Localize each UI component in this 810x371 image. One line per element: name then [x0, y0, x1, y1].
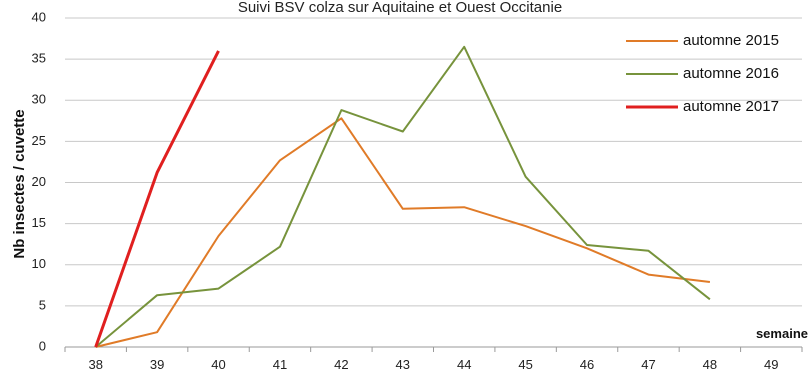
series-lines: [94, 45, 711, 348]
axes: [64, 346, 803, 352]
legend-label: automne 2016: [683, 65, 779, 82]
y-tick-label: 30: [32, 92, 46, 107]
y-tick-labels: 0 5 10 15 20 25 30 35 40: [32, 9, 46, 353]
y-tick-label: 25: [32, 133, 46, 148]
series-line: [94, 50, 220, 348]
gridlines: [65, 17, 802, 307]
y-axis-label: Nb insectes / cuvette: [11, 109, 28, 258]
x-tick-label: 48: [703, 357, 717, 371]
y-tick-label: 35: [32, 51, 46, 66]
series-line: [95, 45, 711, 348]
x-tick-label: 49: [764, 357, 778, 371]
y-tick-label: 0: [39, 338, 46, 353]
x-tick-labels: 38 39 40 41 42 43 44 45 46 47 48 49: [88, 357, 778, 371]
legend-label: automne 2017: [683, 98, 779, 115]
y-tick-label: 15: [32, 215, 46, 230]
x-tick-label: 40: [211, 357, 225, 371]
x-tick-label: 38: [88, 357, 102, 371]
x-tick-label: 46: [580, 357, 594, 371]
x-axis-label: semaine: [756, 326, 808, 341]
y-tick-label: 20: [32, 174, 46, 189]
y-tick-label: 5: [39, 297, 46, 312]
x-tick-label: 41: [273, 357, 287, 371]
legend-label: automne 2015: [683, 32, 779, 49]
x-tick-label: 43: [396, 357, 410, 371]
x-tick-label: 45: [518, 357, 532, 371]
chart-title: Suivi BSV colza sur Aquitaine et Ouest O…: [238, 0, 562, 16]
y-tick-label: 10: [32, 256, 46, 271]
series-line: [95, 117, 711, 348]
y-tick-label: 40: [32, 9, 46, 24]
legend: automne 2015 automne 2016 automne 2017: [626, 32, 779, 115]
x-tick-label: 44: [457, 357, 471, 371]
x-tick-label: 42: [334, 357, 348, 371]
x-tick-label: 47: [641, 357, 655, 371]
x-tick-label: 39: [150, 357, 164, 371]
